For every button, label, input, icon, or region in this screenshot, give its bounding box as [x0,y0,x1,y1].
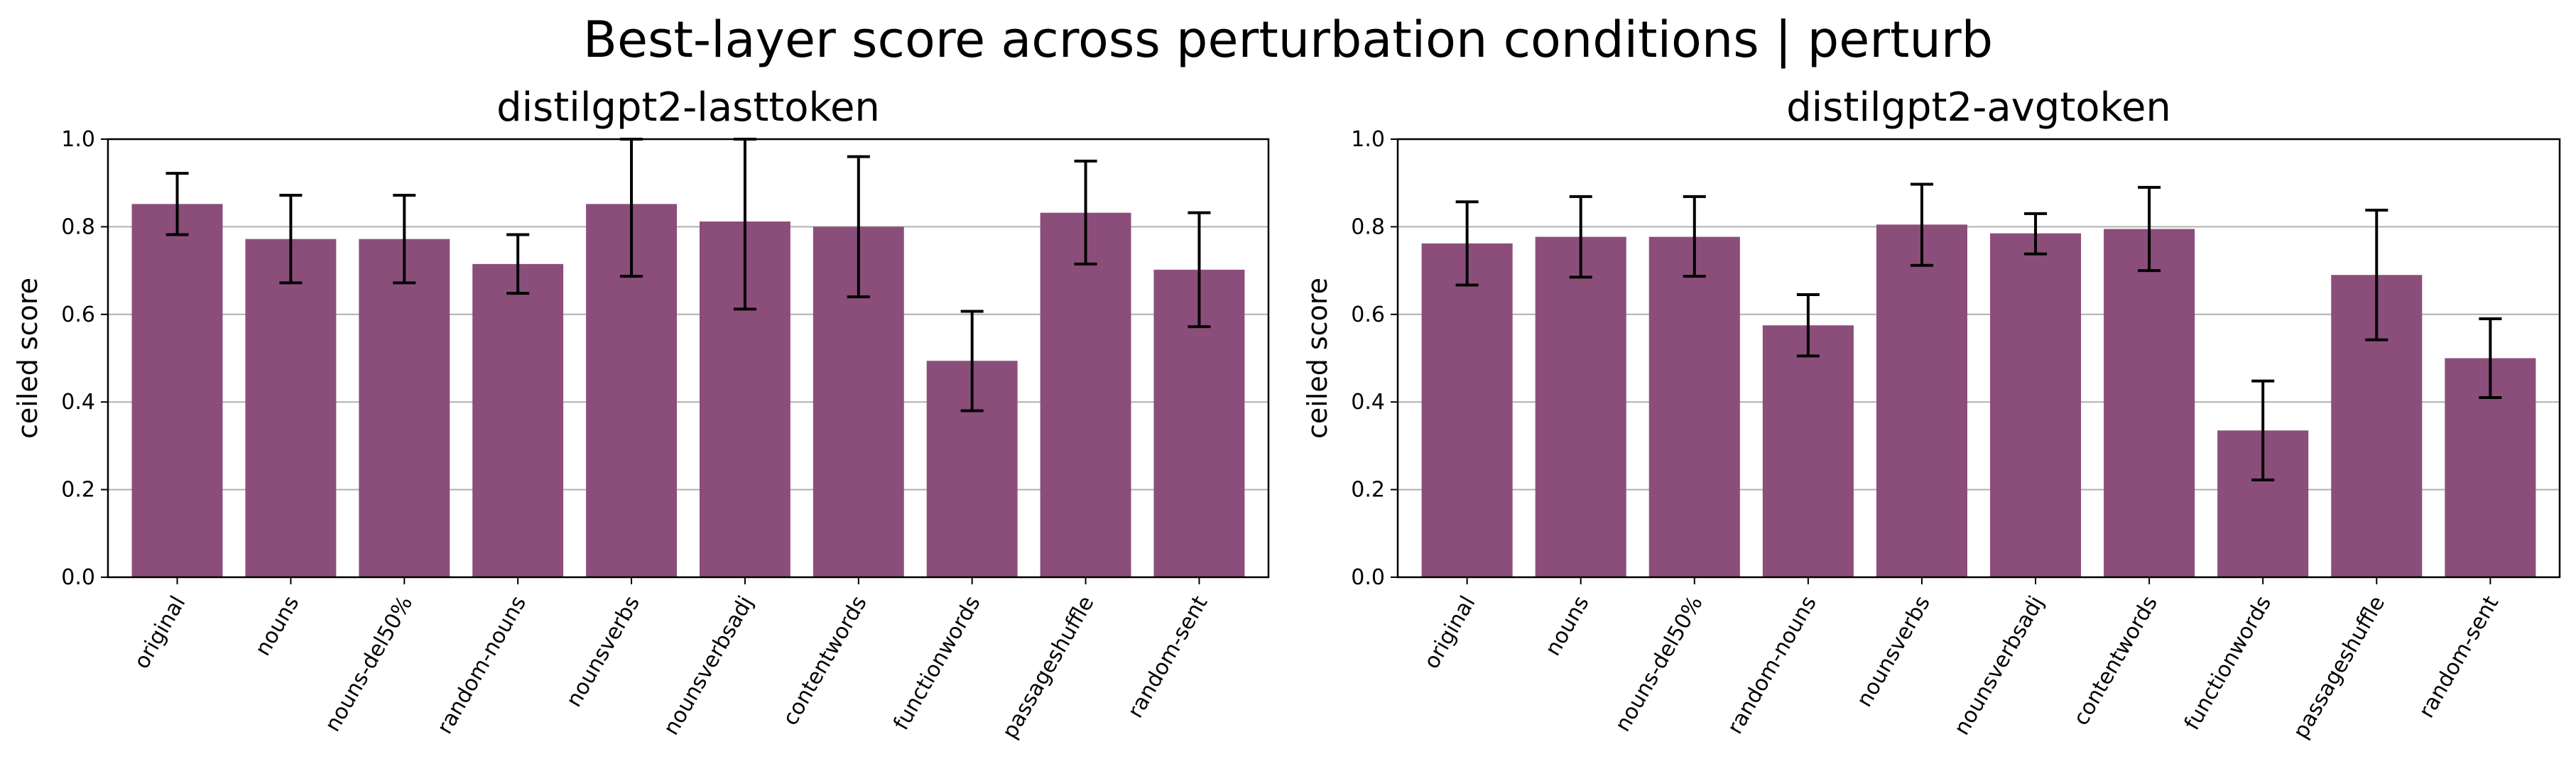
plot-frame [1396,138,2561,579]
x-tick-label: passageshuffle [2288,592,2390,743]
x-tick-label: nouns-del50% [1610,592,1707,736]
x-tick-label: random-nouns [433,592,531,738]
y-axis-label: ceiled score [12,278,43,439]
x-tick-label: functionwords [2180,592,2276,735]
bar-original [131,204,223,577]
x-tick-label: contentwords [2069,592,2163,730]
x-tick-label: nounsverbs [1852,592,1935,711]
y-axis-label: ceiled score [1302,278,1333,439]
bar-nounsverbs [1876,224,1967,577]
y-tick-label: 0.4 [1351,390,1385,415]
y-tick-label: 0.0 [1351,565,1385,590]
x-tick-label: nouns-del50% [320,592,418,736]
x-tick-label: passageshuffle [997,592,1099,743]
panel-title: distilgpt2-lasttoken [496,84,880,131]
x-tick-label: functionwords [888,592,985,735]
x-tick-label: nounsverbs [562,592,645,711]
bar-random-nouns [472,263,564,577]
bar-random-nouns [1762,325,1854,577]
x-tick-label: contentwords [778,592,871,730]
x-tick-label: original [1419,592,1480,674]
x-tick-label: nounsverbsadj [1950,592,2049,740]
chart-panel-2: distilgpt2-avgtoken ceiled score 0.0 0.2 0.4… [1302,84,2561,743]
bar-nouns-del50- [1648,236,1740,577]
x-tick-label: nounsverbsadj [659,592,759,740]
y-tick-label: 0.8 [61,214,95,239]
y-tick-label: 0.2 [61,478,95,503]
bar-nouns [245,239,337,577]
bar-nouns [1535,236,1626,577]
x-tick-label: random-sent [1123,591,1212,722]
y-tick-label: 0.4 [61,390,95,415]
y-tick-label: 0.2 [1351,478,1385,503]
plot-frame [107,138,1270,579]
bar-nounsverbsadj [1990,233,2082,577]
bar-passageshuffle [1040,212,1131,577]
x-tick-label: nouns [251,592,305,660]
y-tick-label: 1.0 [1351,127,1385,152]
y-tick-label: 0.8 [1351,214,1385,239]
x-tick-label: random-sent [2414,591,2504,722]
bar-contentwords [2104,229,2195,577]
bar-original [1421,243,1513,577]
bar-nouns-del50- [359,239,450,577]
y-tick-label: 0.6 [61,302,95,327]
panel-title: distilgpt2-avgtoken [1786,84,2171,131]
figure-title: Best-layer score across perturbation con… [582,11,1994,69]
x-tick-label: original [129,592,190,674]
y-tick-label: 1.0 [61,127,95,152]
y-tick-label: 0.0 [61,565,95,590]
y-tick-label: 0.6 [1351,302,1385,327]
x-tick-label: random-nouns [1722,592,1821,738]
chart-panel-1: distilgpt2-lasttoken ceiled score 0.0 0.2 0.… [12,84,1270,743]
x-tick-label: nouns [1540,592,1594,660]
